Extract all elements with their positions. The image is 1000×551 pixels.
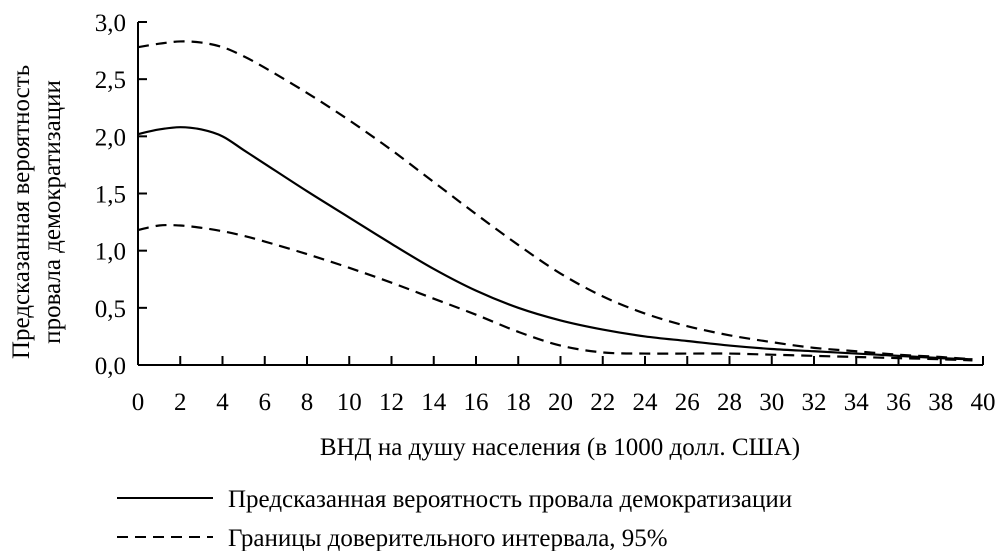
x-tick-label: 2	[174, 389, 187, 416]
legend-label-dashed: Границы доверительного интервала, 95%	[228, 525, 668, 551]
plot-area: 0,00,51,01,52,02,53,0 0 2 4 6 8 10 12 14 16 18 20 2…	[95, 10, 996, 416]
x-tick-label: 0	[132, 389, 145, 416]
x-tick-label: 34	[844, 389, 870, 416]
x-tick-label: 4	[216, 389, 229, 416]
x-tick-label: 24	[633, 389, 659, 416]
series-lines	[137, 40, 973, 362]
x-tick-label: 20	[548, 389, 573, 416]
x-tick-label: 8	[301, 389, 314, 416]
legend-item-solid: Предсказанная вероятность провала демокр…	[117, 486, 792, 513]
x-tick-label: 38	[928, 389, 953, 416]
y-tick-label: 2,5	[95, 67, 126, 94]
x-axis-title: ВНД на душу населения (в 1000 долл. США)	[320, 434, 800, 461]
legend: Предсказанная вероятность провала демокр…	[117, 486, 792, 551]
x-tick-label: 12	[379, 389, 404, 416]
x-tick-label: 22	[590, 389, 615, 416]
x-ticks: 0 2 4 6 8 10 12 14 16 18 20 22 24 26 28 30 32 34 36 38 40	[132, 356, 996, 416]
x-tick-label: 26	[675, 389, 700, 416]
x-tick-label: 14	[421, 389, 447, 416]
x-tick-label: 28	[717, 389, 742, 416]
x-tick-label: 16	[464, 389, 489, 416]
y-tick-label: 2,0	[95, 124, 126, 151]
series-line-lower-ci	[137, 223, 973, 362]
y-tick-label: 0,5	[95, 296, 126, 323]
legend-item-dashed: Границы доверительного интервала, 95%	[117, 525, 668, 551]
x-tick-label: 10	[337, 389, 362, 416]
x-tick-label: 36	[886, 389, 911, 416]
y-axis-title-line-2: провала демократизации	[39, 80, 66, 344]
series-line-predicted	[137, 126, 973, 361]
series-line-upper-ci	[137, 40, 973, 361]
x-tick-label: 40	[971, 389, 996, 416]
legend-label-solid: Предсказанная вероятность провала демокр…	[228, 486, 792, 513]
x-tick-label: 30	[759, 389, 784, 416]
y-ticks: 0,0 0,5 1,0 1,5 2,0 2,5 3,0	[95, 10, 147, 380]
x-tick-label: 32	[802, 389, 827, 416]
y-axis-title: Предсказанная вероятность провала демокр…	[8, 65, 66, 359]
y-axis-title-line-1: Предсказанная вероятность	[8, 65, 35, 359]
y-tick-label: 0,0	[95, 353, 126, 380]
x-tick-label: 6	[259, 389, 272, 416]
y-tick-label: 1,5	[95, 182, 126, 209]
x-tick-label: 18	[506, 389, 531, 416]
y-tick-label: 1,0	[95, 239, 126, 266]
y-tick-label: 3,0	[95, 10, 126, 37]
